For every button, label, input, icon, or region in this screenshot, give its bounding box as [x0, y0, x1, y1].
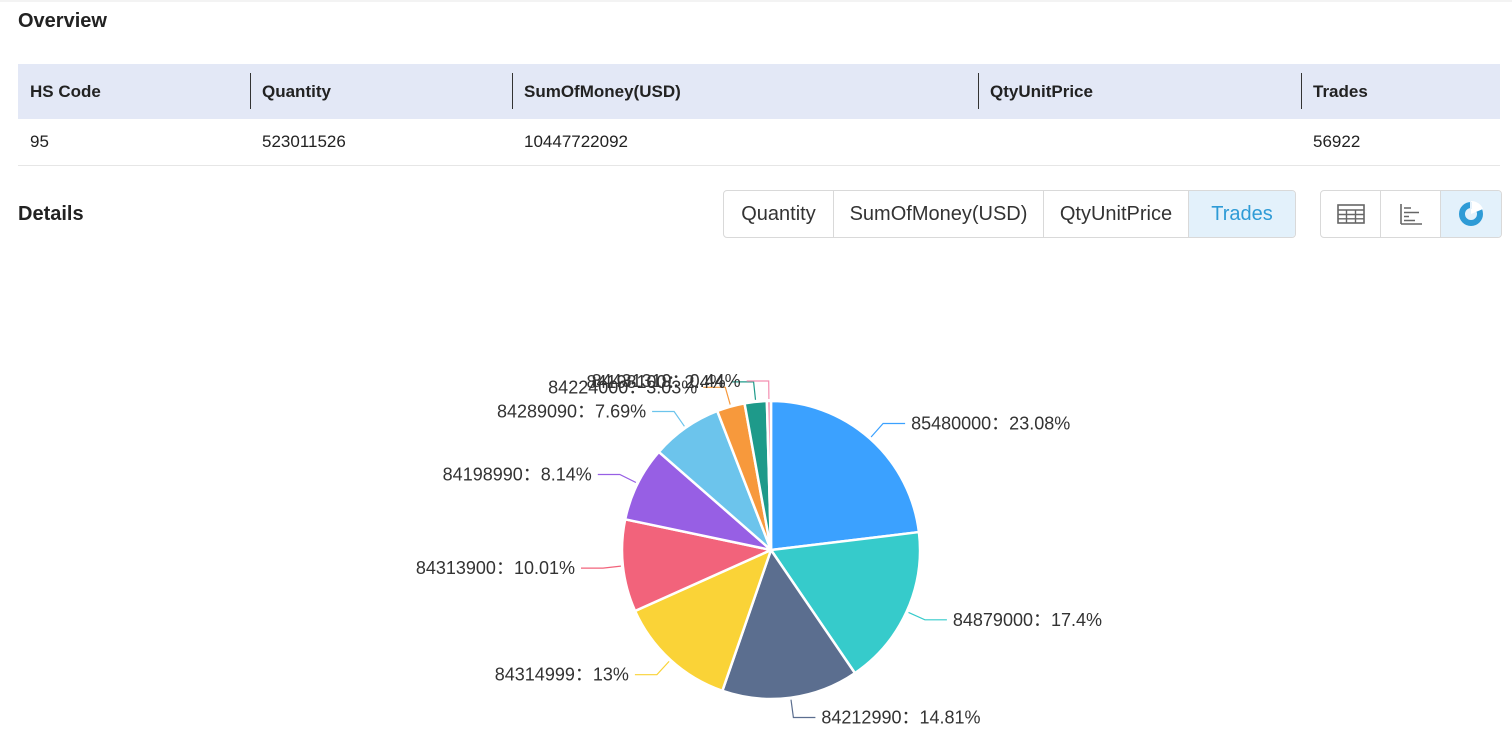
cell-qty-unit-price — [978, 119, 1301, 165]
pie-label-84879000: 84879000：17.4% — [953, 610, 1102, 630]
cell-quantity: 523011526 — [262, 132, 346, 151]
cell-trades: 56922 — [1313, 132, 1361, 151]
pie-chart: 85480000：23.08% 84879000：17.4% 84212990：14… — [416, 371, 1102, 728]
tab-qty-unit-price[interactable]: QtyUnitPrice — [1044, 191, 1189, 237]
pie-leader-84431319 — [746, 380, 770, 400]
tab-trades[interactable]: Trades — [1189, 191, 1295, 237]
pie-slice-84212990[interactable] — [721, 548, 857, 701]
pie-label-84198990: 84198990：8.14% — [443, 465, 592, 485]
pie-leader-84212990 — [790, 699, 816, 719]
details-title: Details — [18, 203, 84, 225]
pie-slice-84431319[interactable] — [765, 399, 773, 552]
pie-label-84289090: 84289090：7.69% — [497, 402, 646, 422]
pie-leader-84198100 — [731, 381, 757, 400]
pie-leader-84313900 — [581, 565, 621, 569]
overview-table: HS Code Quantity SumOfMoney(USD) QtyUnit… — [18, 64, 1500, 166]
pie-chart-icon — [1459, 201, 1483, 226]
table-view-button[interactable] — [1321, 191, 1381, 237]
pie-label-84431319: 84431319：0.44% — [592, 371, 741, 391]
top-divider — [0, 0, 1512, 2]
pie-label-84198100: 84198100：2.4% — [586, 372, 725, 392]
view-switcher — [1320, 190, 1502, 238]
overview-header-row: HS Code Quantity SumOfMoney(USD) QtyUnit… — [18, 64, 1500, 119]
pie-leader-84198990 — [597, 473, 637, 484]
cell-sum-of-money: 10447722092 — [524, 132, 629, 151]
tab-quantity[interactable]: Quantity — [724, 191, 834, 237]
col-quantity: Quantity — [250, 64, 512, 119]
pie-slice-85480000[interactable] — [769, 399, 921, 552]
pie-label-85480000: 85480000：23.08% — [911, 414, 1070, 434]
pie-leader-85480000 — [870, 422, 906, 438]
table-icon — [1336, 204, 1365, 224]
overview-title: Overview — [18, 10, 107, 32]
pie-leader-84314999 — [634, 660, 670, 676]
cell-hs-code: 95 — [30, 132, 49, 151]
col-qty-unit-price: QtyUnitPrice — [978, 64, 1301, 119]
col-trades: Trades — [1301, 64, 1500, 119]
pie-label-84212990: 84212990：14.81% — [821, 708, 980, 728]
pie-label-84313900: 84313900：10.01% — [416, 558, 575, 578]
pie-view-button[interactable] — [1441, 191, 1501, 237]
col-sum-of-money: SumOfMoney(USD) — [512, 64, 978, 119]
metric-tabs: Quantity SumOfMoney(USD) QtyUnitPrice Tr… — [723, 190, 1296, 238]
pie-leader-84289090 — [652, 410, 685, 427]
pie-label-84314999: 84314999：13% — [495, 665, 629, 685]
col-hs-code: HS Code — [30, 81, 101, 101]
table-row: 95 523011526 10447722092 56922 — [18, 119, 1500, 166]
pie-leader-84224000 — [703, 386, 731, 405]
pie-label-84224000: 84224000：3.03% — [548, 377, 697, 397]
pie-slice-84879000[interactable] — [769, 530, 922, 675]
tab-sum-of-money[interactable]: SumOfMoney(USD) — [834, 191, 1044, 237]
pie-leader-84879000 — [908, 611, 947, 621]
bar-view-button[interactable] — [1381, 191, 1441, 237]
bar-chart-icon — [1399, 204, 1422, 225]
pie-slice-84314999[interactable] — [633, 548, 773, 693]
